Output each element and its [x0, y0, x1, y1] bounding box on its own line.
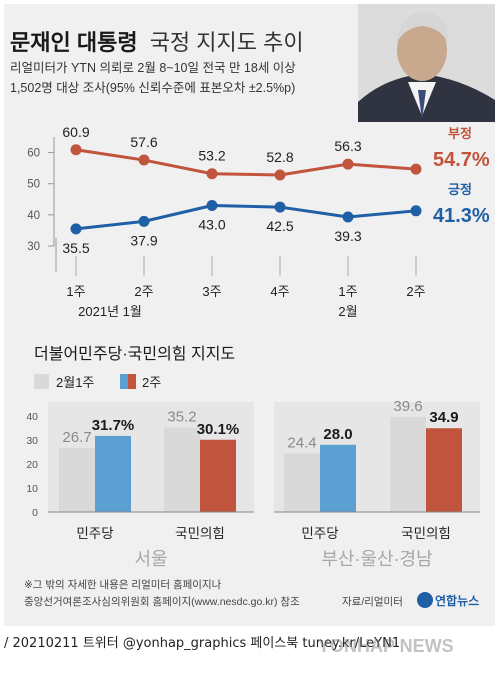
line-x-tick-label: 1주 [338, 284, 357, 299]
bar-value-label: 30.1% [197, 421, 240, 438]
series-end-value-label: 41.3% [433, 205, 490, 227]
series-name-label: 부정 [448, 126, 472, 141]
bar-y-tick-label: 20 [26, 459, 38, 471]
bar-prev [164, 427, 200, 512]
series-line-positive [75, 204, 417, 231]
line-x-tick-label: 3주 [202, 284, 221, 299]
bar-y-tick-label: 40 [26, 411, 38, 423]
footer: / 20210211 트위터 @yonhap_graphics 페이스북 tun… [4, 632, 400, 651]
bar-chart-title: 더불어민주당·국민의힘 지지도 [34, 345, 235, 363]
source-label: 자료/리얼미터 [342, 596, 403, 608]
series-data-label: 43.0 [198, 217, 225, 233]
bar-y-tick-label: 30 [26, 435, 38, 447]
bar-chart-legend: 2월1주 2주 [34, 374, 161, 390]
series-point-negative [342, 158, 354, 170]
yonhap-logo: 연합뉴스 [417, 592, 479, 608]
watermark: YONHAP NEWS [318, 636, 454, 657]
bar-category-label: 국민의힘 [401, 526, 451, 541]
line-x-group-label: 2021년 1월 [78, 304, 142, 319]
series-point-positive [70, 223, 82, 235]
page-title: 문재인 대통령 국정 지지도 추이 [10, 30, 304, 55]
approval-line-chart: 30 40 50 60 60.9 57.6 53.2 52.8 56.3 부정 54.7% 35.5… [27, 124, 490, 319]
series-data-label: 39.3 [334, 228, 361, 244]
series-end-value-label: 54.7% [433, 149, 490, 171]
series-point-negative [206, 168, 218, 180]
bar-cur [95, 435, 131, 512]
series-data-label: 57.6 [130, 134, 157, 150]
watermark-text: YONHAP NEWS [318, 636, 454, 656]
series-point-positive [206, 200, 218, 212]
bar-value-label: 31.7% [92, 417, 135, 434]
bar-value-label: 28.0 [323, 426, 352, 443]
series-point-negative [274, 169, 286, 181]
bar-prev [59, 447, 95, 512]
region-label: 부산·울산·경남 [321, 549, 432, 569]
legend-label-cur: 2주 [142, 375, 161, 390]
line-x-tick-label: 2주 [134, 284, 153, 299]
yonhap-logo-icon [417, 592, 433, 608]
bar-category-label: 민주당 [301, 526, 338, 541]
footer-text: / 20210211 트위터 @yonhap_graphics 페이스북 tun… [4, 636, 401, 651]
series-point-negative [138, 154, 150, 166]
line-y-tick-label: 50 [27, 179, 40, 191]
bar-value-label: 39.6 [393, 398, 422, 415]
bar-category-label: 국민의힘 [175, 526, 225, 541]
region-label: 서울 [134, 549, 167, 569]
bar-prev [390, 416, 426, 512]
bar-value-label: 26.7 [62, 429, 91, 446]
bar-y-tick-label: 10 [26, 483, 38, 495]
line-x-group-label: 2월 [338, 304, 357, 319]
legend-swatch-prev [34, 374, 49, 389]
series-name-label: 긍정 [448, 182, 472, 197]
series-data-label: 35.5 [62, 240, 89, 256]
bar-category-label: 민주당 [76, 526, 113, 541]
bar-value-label: 35.2 [167, 409, 196, 426]
bar-y-tick-label: 0 [32, 507, 38, 519]
series-data-label: 52.8 [266, 149, 293, 165]
series-data-label: 53.2 [198, 148, 225, 164]
bar-cur [200, 439, 236, 512]
subtitle-line1: 리얼미터가 YTN 의뢰로 2월 8~10일 전국 만 18세 이상 [10, 61, 296, 75]
bar-cur [320, 444, 356, 512]
note-line2: 중앙선거여론조사심의위원회 홈페이지(www.nesdc.go.kr) 참조 [24, 595, 300, 608]
infographic-canvas: 문재인 대통령 국정 지지도 추이 리얼미터가 YTN 의뢰로 2월 8~10일… [10, 4, 495, 608]
series-point-positive [342, 211, 354, 223]
note-line1: ※그 밖의 자세한 내용은 리얼미터 홈페이지나 [24, 578, 222, 591]
series-point-negative [70, 144, 82, 156]
line-x-tick-label: 1주 [66, 284, 85, 299]
series-data-label: 60.9 [62, 124, 89, 140]
president-portrait [358, 4, 495, 122]
series-data-label: 37.9 [130, 232, 157, 248]
bar-value-label: 24.4 [287, 434, 316, 451]
line-x-tick-label: 2주 [406, 284, 425, 299]
subtitle-line2: 1,502명 대상 조사(95% 신뢰수준에 표본오차 ±2.5%p) [10, 81, 295, 95]
legend-swatch-cur-red [128, 374, 136, 389]
series-line-negative [75, 148, 417, 177]
bar-prev [284, 453, 320, 512]
line-y-tick-label: 60 [27, 148, 40, 160]
series-point-positive [138, 215, 150, 227]
series-point-positive [274, 201, 286, 213]
infographic-card: 문재인 대통령 국정 지지도 추이 리얼미터가 YTN 의뢰로 2월 8~10일… [4, 4, 495, 626]
series-point-negative [410, 163, 422, 175]
legend-swatch-cur-blue [120, 374, 128, 389]
series-data-label: 56.3 [334, 138, 361, 154]
bar-value-label: 34.9 [429, 409, 458, 426]
series-data-label: 42.5 [266, 218, 293, 234]
legend-label-prev: 2월1주 [56, 375, 94, 390]
line-x-tick-label: 4주 [270, 284, 289, 299]
line-y-tick-label: 40 [27, 210, 40, 222]
title-bold: 문재인 대통령 [10, 30, 138, 55]
title-light: 국정 지지도 추이 [150, 30, 304, 55]
bar-cur [426, 428, 462, 512]
party-support-bar-chart: 더불어민주당·국민의힘 지지도 2월1주 2주 0 10 20 30 40 26.731.… [26, 345, 480, 569]
yonhap-logo-text: 연합뉴스 [435, 593, 479, 608]
series-point-positive [410, 205, 422, 217]
line-y-tick-label: 30 [27, 241, 40, 253]
